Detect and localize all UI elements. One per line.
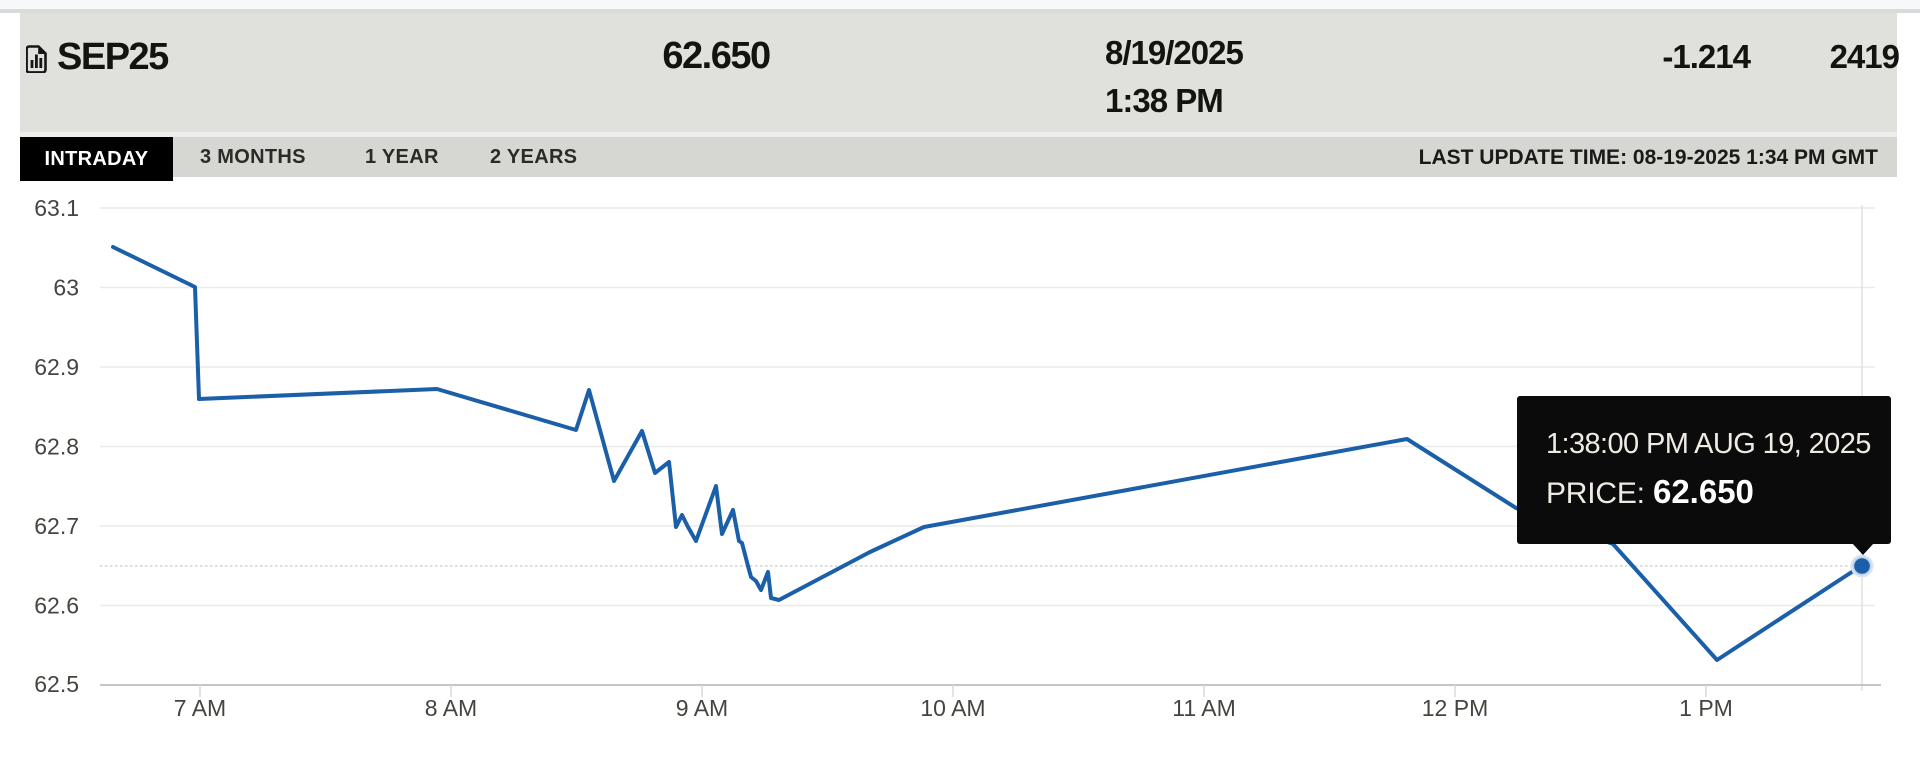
- svg-text:63: 63: [53, 275, 79, 301]
- svg-text:62.9: 62.9: [34, 354, 79, 380]
- svg-text:62.7: 62.7: [34, 513, 79, 539]
- svg-text:62.5: 62.5: [34, 671, 79, 697]
- svg-text:62.6: 62.6: [34, 593, 79, 619]
- svg-text:1 PM: 1 PM: [1679, 695, 1733, 721]
- svg-text:8 AM: 8 AM: [425, 695, 477, 721]
- svg-text:11 AM: 11 AM: [1172, 695, 1236, 721]
- svg-text:10 AM: 10 AM: [920, 695, 985, 721]
- svg-text:12 PM: 12 PM: [1422, 695, 1488, 721]
- svg-text:62.8: 62.8: [34, 434, 79, 460]
- svg-text:7 AM: 7 AM: [174, 695, 226, 721]
- svg-text:63.1: 63.1: [34, 195, 79, 221]
- svg-text:9 AM: 9 AM: [676, 695, 728, 721]
